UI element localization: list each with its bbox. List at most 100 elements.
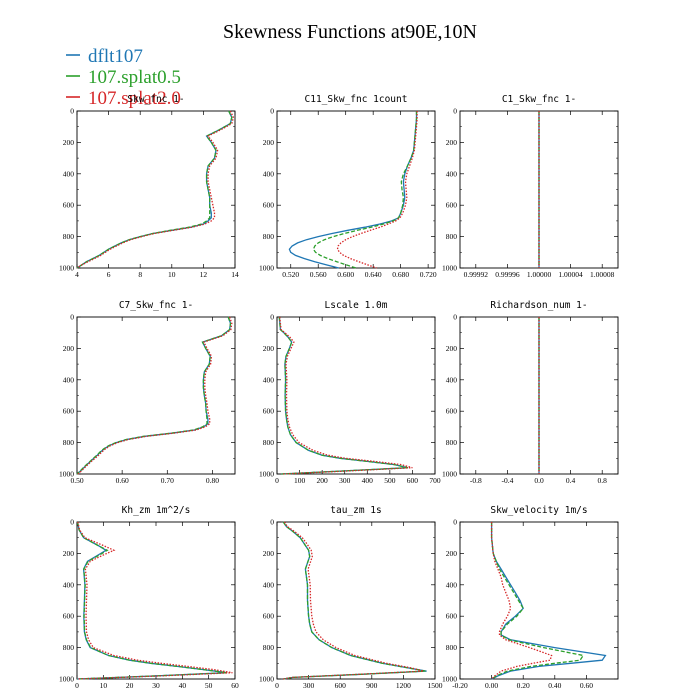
y-tick-label: 1000 xyxy=(59,675,74,684)
y-tick-label: 200 xyxy=(63,138,75,147)
plot-frame xyxy=(276,316,436,475)
y-tick-label: 800 xyxy=(263,232,275,241)
x-tick-label: 14 xyxy=(231,270,239,279)
y-tick-label: 800 xyxy=(446,438,458,447)
x-tick-label: 30 xyxy=(152,681,160,690)
x-tick-label: 0.600 xyxy=(337,270,354,279)
y-tick-label: 400 xyxy=(263,580,275,589)
series-line-1 xyxy=(490,522,585,680)
x-tick-label: -0.8 xyxy=(470,476,482,485)
x-tick-label: 40 xyxy=(179,681,187,690)
x-tick-label: 300 xyxy=(303,681,315,690)
series-line-0 xyxy=(278,316,409,475)
x-tick-label: 700 xyxy=(429,476,441,485)
series-line-1 xyxy=(278,316,409,475)
panel-8: Skw_velocity 1m/s 0 200 400 600 800 1000-0.20 0… xyxy=(442,505,619,690)
y-tick-label: 400 xyxy=(446,580,458,589)
panel-title: Lscale 1.0m xyxy=(325,300,388,311)
x-tick-label: 0 xyxy=(275,476,279,485)
plot-frame xyxy=(76,521,236,680)
y-tick-label: 1000 xyxy=(442,264,457,273)
panel-title: tau_zm 1s xyxy=(330,505,381,516)
y-tick-label: 800 xyxy=(263,438,275,447)
y-tick-label: 200 xyxy=(63,344,75,353)
plot-frame xyxy=(76,316,236,475)
y-tick-label: 600 xyxy=(63,407,75,416)
series-line-0 xyxy=(288,111,418,269)
x-tick-label: 600 xyxy=(335,681,347,690)
x-tick-label: 200 xyxy=(317,476,329,485)
y-tick-label: 800 xyxy=(63,232,75,241)
y-tick-label: 600 xyxy=(446,612,458,621)
series-line-1 xyxy=(312,111,418,269)
x-tick-label: 0.99996 xyxy=(495,270,520,279)
y-tick-label: 200 xyxy=(446,344,458,353)
x-tick-label: 0.0 xyxy=(534,476,544,485)
y-tick-label: 200 xyxy=(63,549,75,558)
y-tick-label: 800 xyxy=(63,438,75,447)
x-tick-label: 10 xyxy=(100,681,108,690)
x-tick-label: 0.40 xyxy=(548,681,561,690)
x-tick-label: 0.640 xyxy=(365,270,382,279)
y-tick-label: 400 xyxy=(63,375,75,384)
x-tick-label: 600 xyxy=(407,476,419,485)
y-tick-label: 400 xyxy=(263,375,275,384)
series-line-2 xyxy=(283,521,424,680)
panel-5: Richardson_num 1- 0 200 400 600 800 1000 -0.8 -0… xyxy=(442,300,619,485)
series-line-2 xyxy=(76,110,235,269)
x-tick-label: -0.4 xyxy=(501,476,513,485)
x-tick-label: 4 xyxy=(75,270,79,279)
y-tick-label: 600 xyxy=(263,201,275,210)
x-tick-label: 10 xyxy=(168,270,176,279)
x-tick-label: 900 xyxy=(366,681,378,690)
x-tick-label: 0 xyxy=(75,681,79,690)
y-tick-label: 0 xyxy=(70,313,74,322)
y-tick-label: 600 xyxy=(263,407,275,416)
y-tick-label: 200 xyxy=(263,549,275,558)
panel-title: Skw_fnc 1- xyxy=(127,94,184,105)
y-tick-label: 800 xyxy=(446,643,458,652)
y-tick-label: 800 xyxy=(63,643,75,652)
panel-title: C1_Skw_fnc 1- xyxy=(502,94,576,105)
y-tick-label: 0 xyxy=(453,518,457,527)
x-tick-label: 0.520 xyxy=(282,270,299,279)
x-tick-label: 500 xyxy=(384,476,396,485)
legend-label-splat05: 107.splat0.5 xyxy=(88,67,181,88)
y-tick-label: 400 xyxy=(263,169,275,178)
y-tick-label: 600 xyxy=(263,612,275,621)
y-tick-label: 200 xyxy=(446,138,458,147)
x-tick-label: 20 xyxy=(126,681,134,690)
series-line-0 xyxy=(76,521,228,680)
x-tick-label: 0.60 xyxy=(580,681,593,690)
y-tick-label: 200 xyxy=(446,549,458,558)
x-tick-label: 100 xyxy=(294,476,306,485)
x-tick-label: 1500 xyxy=(428,681,443,690)
y-tick-label: 600 xyxy=(446,407,458,416)
y-tick-label: 0 xyxy=(270,107,274,116)
series-line-1 xyxy=(76,521,228,680)
x-tick-label: 0.00 xyxy=(485,681,498,690)
x-tick-label: 60 xyxy=(231,681,239,690)
x-tick-label: 0 xyxy=(275,681,279,690)
y-tick-label: 1000 xyxy=(259,470,274,479)
series-line-2 xyxy=(336,111,418,269)
series-line-0 xyxy=(490,522,607,680)
x-tick-label: 0.50 xyxy=(70,476,83,485)
panel-title: C7_Skw_fnc 1- xyxy=(119,300,193,311)
y-tick-label: 0 xyxy=(70,518,74,527)
x-tick-label: 400 xyxy=(362,476,374,485)
x-tick-label: 0.680 xyxy=(392,270,409,279)
x-tick-label: 1.00004 xyxy=(558,270,583,279)
legend-label-dflt107: dflt107 xyxy=(88,46,143,67)
y-tick-label: 1000 xyxy=(442,675,457,684)
y-tick-label: 1000 xyxy=(442,470,457,479)
y-tick-label: 400 xyxy=(63,580,75,589)
figure-title: Skewness Functions at90E,10N xyxy=(223,21,477,43)
x-tick-label: 0.60 xyxy=(116,476,129,485)
x-tick-label: 1.00000 xyxy=(527,270,552,279)
panel-title: Kh_zm 1m^2/s xyxy=(122,505,191,516)
x-tick-label: 0.80 xyxy=(206,476,219,485)
